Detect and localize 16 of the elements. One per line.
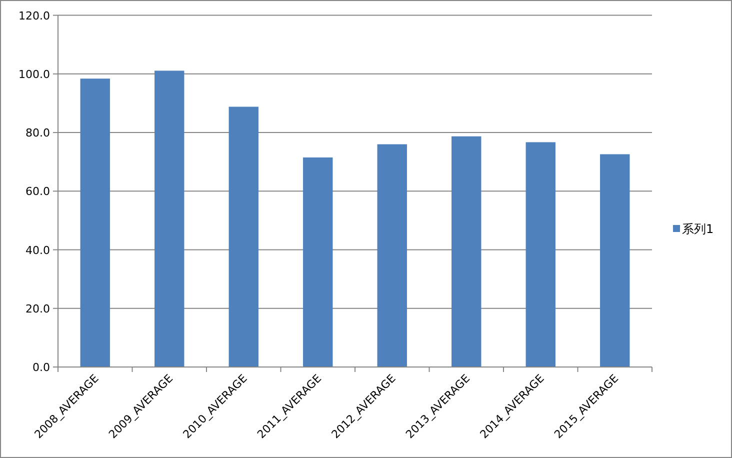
- y-tick-label: 80.0: [26, 126, 50, 140]
- bar: [452, 136, 482, 367]
- y-tick-label: 120.0: [18, 9, 50, 22]
- bar: [600, 154, 630, 367]
- bar: [303, 157, 333, 367]
- legend-label: 系列1: [682, 222, 714, 236]
- bar: [377, 144, 407, 367]
- y-tick-label: 100.0: [18, 68, 50, 81]
- bar: [154, 70, 184, 367]
- y-tick-label: 0.0: [32, 361, 50, 374]
- y-tick-label: 60.0: [26, 185, 50, 198]
- bar: [80, 78, 110, 367]
- y-tick-label: 40.0: [26, 244, 50, 257]
- y-tick-label: 20.0: [26, 302, 50, 316]
- bar: [526, 142, 556, 367]
- bar: [228, 106, 258, 367]
